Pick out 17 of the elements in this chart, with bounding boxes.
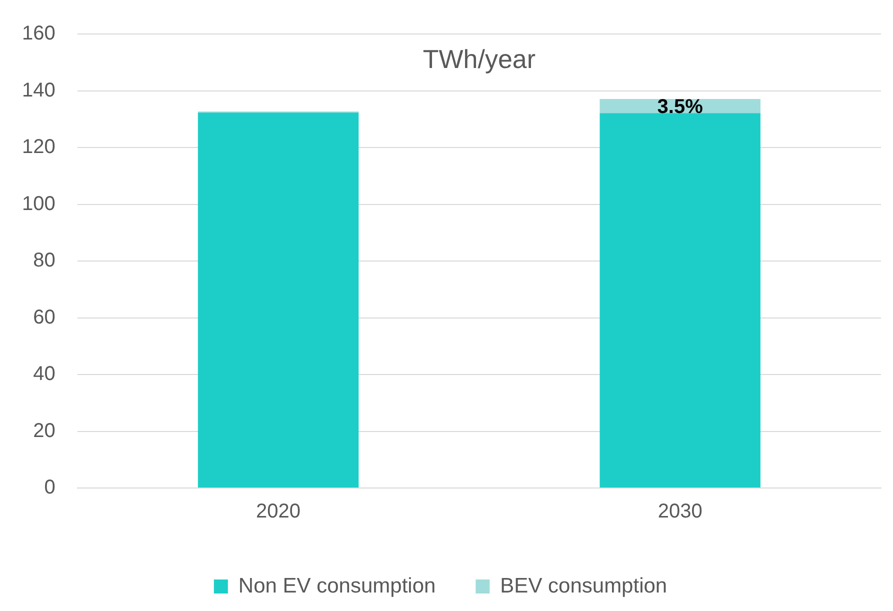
chart-title: TWh/year — [422, 44, 536, 74]
bar — [600, 113, 760, 488]
y-tick-label: 120 — [22, 136, 56, 158]
y-tick-label: 80 — [33, 250, 56, 272]
x-tick-label: 2020 — [256, 500, 301, 523]
bar — [198, 112, 359, 488]
y-tick-label: 40 — [33, 363, 56, 386]
y-tick-label: 100 — [22, 192, 56, 215]
y-tick-label: 160 — [22, 22, 56, 45]
y-tick-label: 60 — [33, 306, 56, 328]
y-tick-label: 0 — [44, 476, 56, 499]
x-tick-label: 2030 — [658, 500, 702, 523]
legend-label: Non EV consumption — [238, 574, 436, 598]
y-tick-label: 20 — [33, 420, 56, 442]
annotation: 3.5% — [657, 96, 704, 118]
legend-label: BEV consumption — [500, 574, 668, 598]
y-tick-label: 140 — [22, 79, 56, 102]
